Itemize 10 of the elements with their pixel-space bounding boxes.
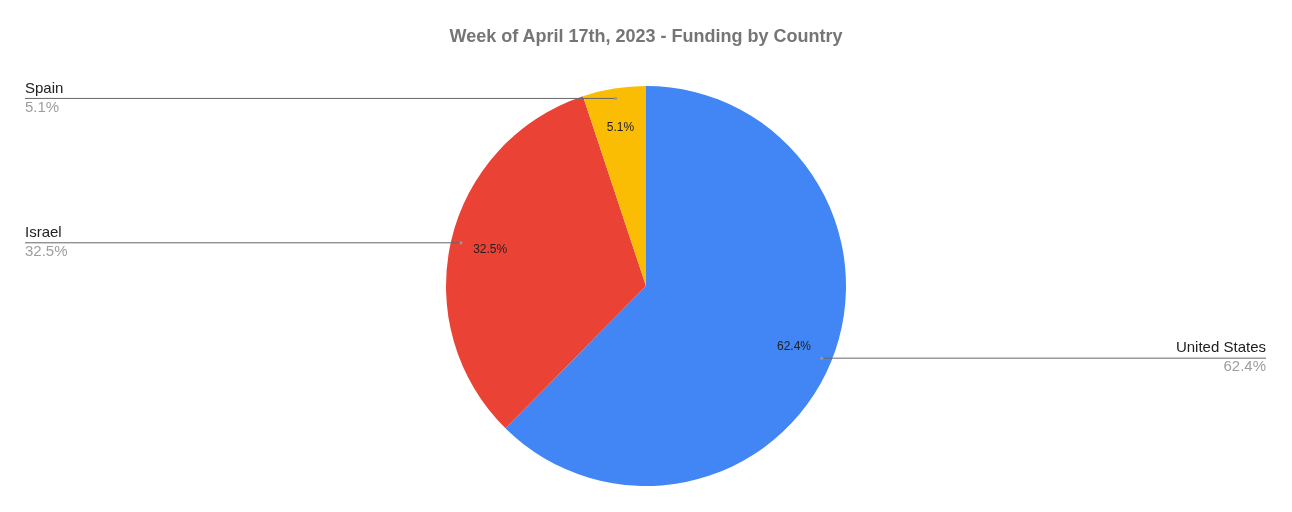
slice-label: United States	[1175, 338, 1266, 356]
text: 32.5%	[25, 241, 68, 259]
slice-label: Israel	[25, 222, 62, 240]
slice-label: Spain	[25, 78, 64, 96]
chart-title: Week of April 17th, 2023 - Funding by Country	[449, 25, 843, 46]
data-label: 32.5%	[473, 241, 508, 256]
data-label: 5.1%	[606, 120, 635, 135]
data-label: 62.4%	[777, 339, 812, 354]
text: 62.4%	[1223, 357, 1266, 375]
text: 5.1%	[25, 97, 60, 115]
